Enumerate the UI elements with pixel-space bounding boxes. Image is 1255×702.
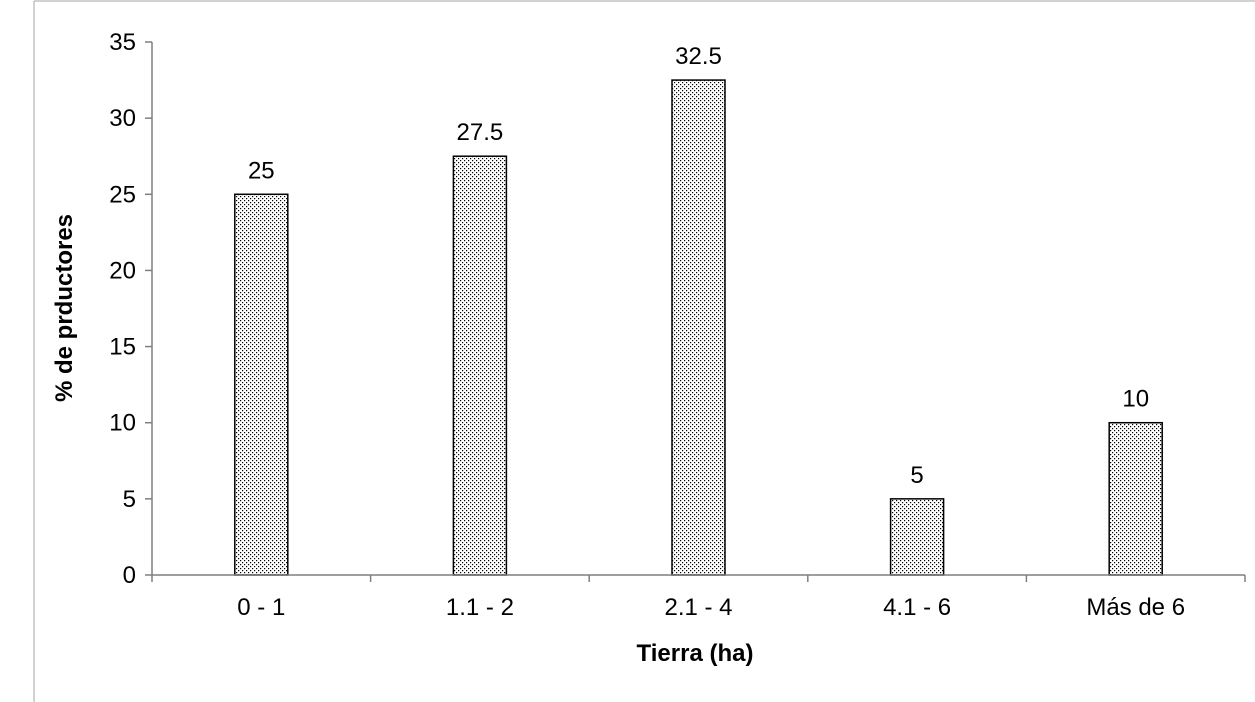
- x-tick-label: Más de 6: [1086, 594, 1185, 621]
- y-tick-label: 20: [109, 257, 136, 284]
- x-tick-label: 4.1 - 6: [883, 594, 951, 621]
- y-tick-label: 10: [109, 410, 136, 437]
- x-tick-label: 1.1 - 2: [446, 594, 514, 621]
- x-tick-label: 2.1 - 4: [664, 594, 732, 621]
- bar: [452, 155, 508, 576]
- bar: [1108, 421, 1163, 576]
- data-labels-group: 25 27.5 32.5 5 10: [248, 43, 1149, 489]
- y-tick-label: 5: [123, 486, 136, 513]
- y-tick-label: 35: [109, 29, 136, 56]
- y-tick-label: 25: [109, 181, 136, 208]
- data-label: 25: [248, 157, 275, 184]
- data-label: 27.5: [457, 119, 504, 146]
- x-axis-title: Tierra (ha): [637, 640, 754, 667]
- y-tick-label: 15: [109, 334, 136, 361]
- data-label: 32.5: [675, 43, 722, 70]
- y-tick-label: 30: [109, 105, 136, 132]
- bar: [889, 498, 945, 576]
- data-label: 10: [1122, 386, 1149, 413]
- y-axis: 0 5 10 15 20 25 30 35: [109, 29, 153, 589]
- x-tick-label: 0 - 1: [237, 594, 285, 621]
- y-axis-title: % de prductores: [51, 214, 78, 402]
- data-label: 5: [910, 462, 923, 489]
- x-axis: 0 - 1 1.1 - 2 2.1 - 4 4.1 - 6 Más de 6: [151, 574, 1246, 621]
- y-tick-label: 0: [123, 562, 136, 589]
- bar: [671, 79, 726, 576]
- bar: [234, 193, 289, 576]
- bars-group: [234, 79, 1163, 576]
